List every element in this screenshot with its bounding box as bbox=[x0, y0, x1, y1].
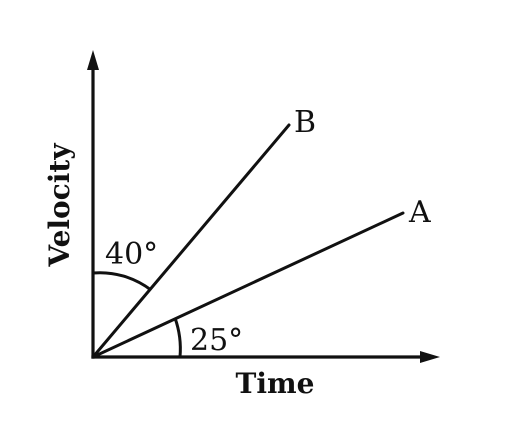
y-axis-arrowhead bbox=[87, 50, 99, 70]
y-axis-label: Velocity bbox=[43, 143, 76, 268]
line-b bbox=[91, 123, 291, 359]
x-axis-arrowhead bbox=[420, 351, 440, 363]
angle-b-label: 40° bbox=[105, 237, 158, 272]
angle-a-label: 25° bbox=[190, 323, 243, 358]
angle-a-arc bbox=[173, 317, 182, 358]
line-a-label: A bbox=[408, 195, 431, 230]
x-axis-label: Time bbox=[236, 367, 315, 400]
line-a bbox=[91, 211, 405, 359]
line-b-label: B bbox=[294, 105, 316, 140]
angle-b-arc bbox=[92, 271, 152, 292]
